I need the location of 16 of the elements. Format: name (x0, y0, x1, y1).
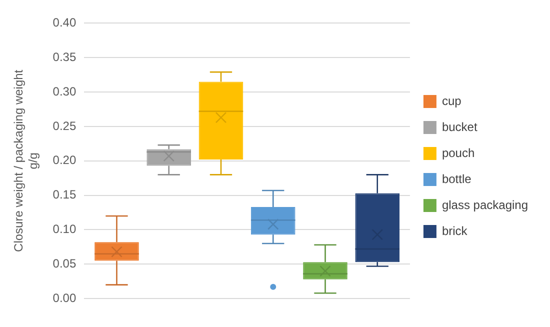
legend-label: pouch (442, 146, 475, 160)
legend-label: brick (442, 224, 468, 238)
y-tick-label: 0.25 (52, 118, 76, 133)
legend-label: bottle (442, 172, 472, 186)
y-tick-label: 0.15 (52, 188, 76, 202)
legend-label: bucket (442, 120, 478, 134)
y-tick-label: 0.40 (52, 16, 76, 30)
y-tick-label: 0.05 (52, 256, 76, 270)
y-tick-label: 0.30 (52, 84, 76, 98)
y-tick-label: 0.20 (52, 153, 76, 168)
y-tick-label: 0.10 (52, 222, 76, 236)
y-axis-title: Closure weight / packaging weight g/g (12, 69, 40, 252)
legend-label: cup (442, 94, 462, 108)
y-tick-label: 0.35 (52, 50, 76, 64)
y-tick-label: 0.00 (52, 290, 76, 305)
legend-label: glass packaging (442, 198, 528, 212)
